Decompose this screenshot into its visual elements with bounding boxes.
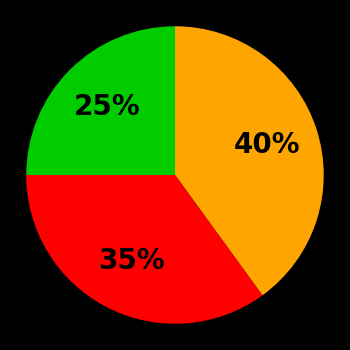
Wedge shape — [175, 26, 324, 295]
Text: 35%: 35% — [98, 247, 164, 275]
Text: 40%: 40% — [233, 131, 300, 159]
Text: 25%: 25% — [74, 93, 140, 121]
Wedge shape — [26, 26, 175, 175]
Wedge shape — [26, 175, 262, 324]
